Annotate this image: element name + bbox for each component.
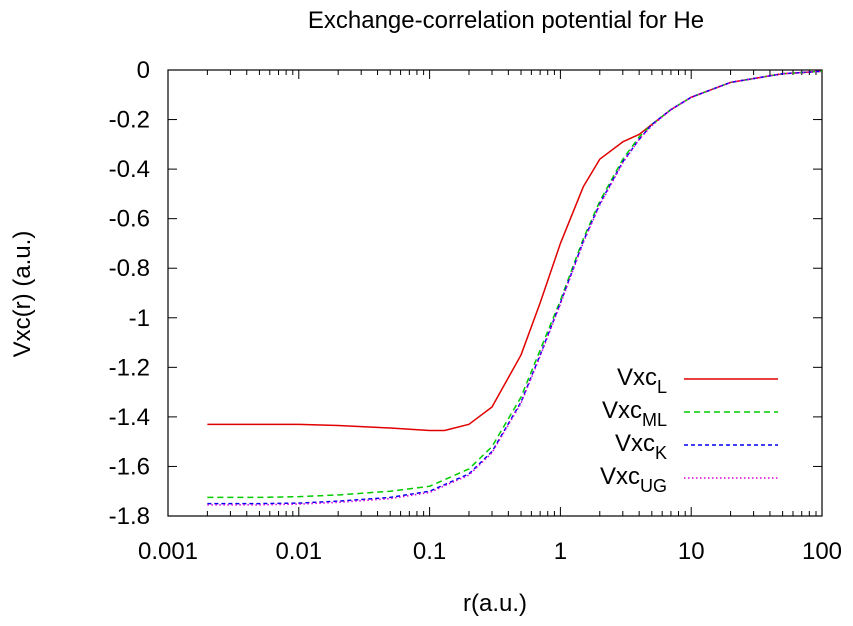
y-tick-label: -1.6 (109, 453, 150, 480)
y-tick-label: -0.8 (109, 255, 150, 282)
x-axis-title: r(a.u.) (463, 590, 527, 617)
y-tick-label: -0.6 (109, 206, 150, 233)
series-line-l (207, 70, 823, 432)
legend-label-l: VxcL (617, 364, 667, 397)
legend-label-main: Vxc (617, 364, 657, 391)
legend-label-main: Vxc (600, 463, 640, 490)
chart-title: Exchange-correlation potential for He (308, 7, 704, 34)
y-tick-label: -0.2 (109, 107, 150, 134)
y-tick-label: -1.4 (109, 404, 150, 431)
series-line-ml (207, 70, 823, 499)
x-tick-label: 1 (554, 538, 567, 565)
y-tick-label: -1 (129, 305, 150, 332)
y-tick-label: 0 (137, 57, 150, 84)
legend-label-subscript: UG (640, 476, 667, 496)
legend-label-k: VxcK (615, 430, 667, 463)
plot-frame (167, 69, 823, 517)
x-tick-label: 0.001 (138, 538, 198, 565)
legend-label-ug: VxcUG (600, 463, 667, 496)
y-tick-label: -1.2 (109, 354, 150, 381)
axis-ticks: 0.001 0.01 0.1 1 10 100 0 -0.2 -0.4 -0.6 -0.8 -1 -1.… (109, 57, 842, 565)
y-tick-label: -0.4 (109, 156, 150, 183)
legend-label-ml: VxcML (602, 397, 667, 430)
x-tick-label: 10 (678, 538, 705, 565)
x-tick-label: 0.01 (275, 538, 322, 565)
series-layer (207, 70, 823, 506)
legend-label-main: Vxc (602, 397, 642, 424)
y-tick-label: -1.8 (109, 503, 150, 530)
legend-label-subscript: K (655, 443, 667, 463)
legend-label-subscript: ML (642, 410, 667, 430)
series-line-ug (207, 70, 823, 506)
x-tick-label: 100 (802, 538, 842, 565)
y-axis-title: Vxc(r) (a.u.) (9, 231, 36, 358)
series-line-k (207, 70, 823, 505)
legend-label-main: Vxc (615, 430, 655, 457)
x-tick-label: 0.1 (413, 538, 446, 565)
legend-label-subscript: L (657, 377, 667, 397)
